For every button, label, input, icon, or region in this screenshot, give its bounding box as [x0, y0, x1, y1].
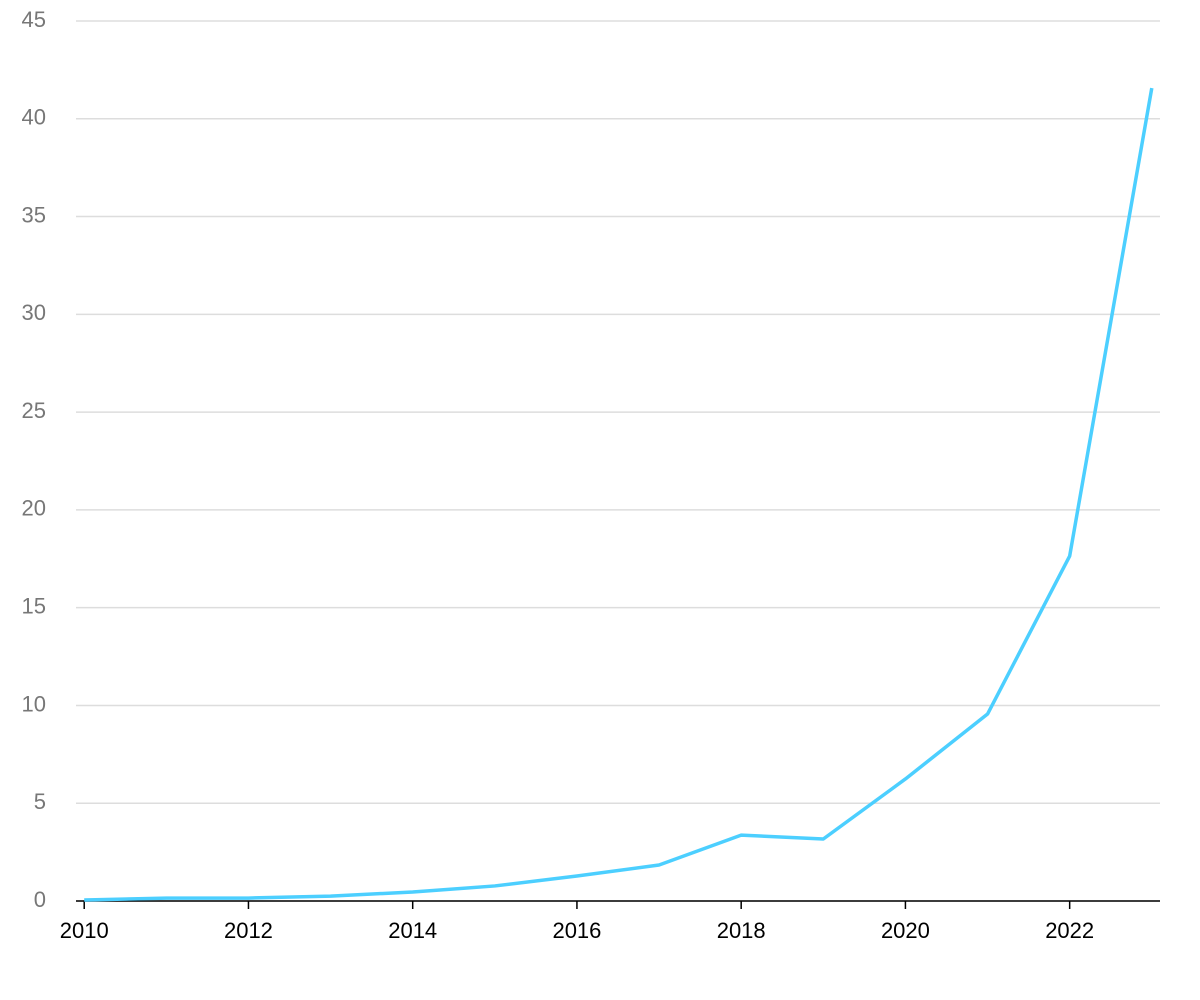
- y-tick-label: 10: [22, 691, 46, 716]
- x-tick-label: 2016: [552, 918, 601, 943]
- y-tick-label: 15: [22, 593, 46, 618]
- y-tick-label: 45: [22, 7, 46, 32]
- x-tick-label: 2022: [1045, 918, 1094, 943]
- x-tick-label: 2020: [881, 918, 930, 943]
- y-tick-label: 5: [34, 789, 46, 814]
- y-tick-label: 40: [22, 105, 46, 130]
- y-tick-label: 20: [22, 496, 46, 521]
- x-tick-label: 2014: [388, 918, 437, 943]
- y-tick-label: 30: [22, 300, 46, 325]
- y-tick-label: 0: [34, 887, 46, 912]
- x-tick-label: 2010: [60, 918, 109, 943]
- x-tick-label: 2012: [224, 918, 273, 943]
- x-tick-label: 2018: [717, 918, 766, 943]
- line: [84, 87, 1154, 902]
- y-tick-label: 35: [22, 202, 46, 227]
- y-tick-label: 25: [22, 398, 46, 423]
